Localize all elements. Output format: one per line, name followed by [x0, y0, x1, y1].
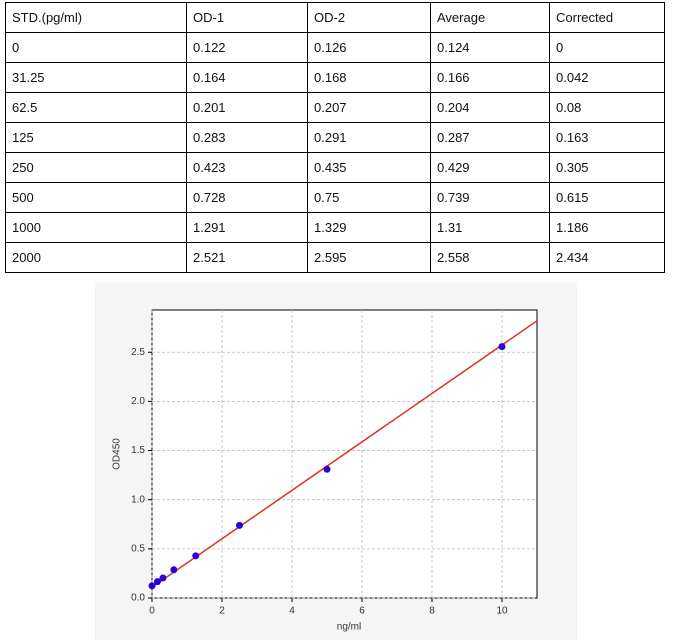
fit-line [151, 320, 538, 588]
table-cell: Average [430, 2, 550, 33]
table-cell: 125 [5, 122, 187, 153]
y-tick-label: 1.0 [131, 494, 145, 505]
y-axis-label: OD450 [112, 438, 123, 470]
data-table: STD.(pg/ml) OD-1 OD-2 Average Corrected 0 0.12… [5, 2, 665, 273]
table-cell: 0.166 [430, 62, 550, 93]
table-cell: 0.042 [549, 62, 665, 93]
data-point [498, 343, 506, 351]
table-cell: 0.204 [430, 92, 550, 123]
data-point [170, 566, 178, 574]
table-header: STD.(pg/ml) OD-1 OD-2 Average Corrected [5, 2, 665, 33]
table-cell: OD-2 [307, 2, 431, 33]
table-cell: 0.08 [549, 92, 665, 123]
chart: ng/ml OD450 0 2 4 6 8 10 0.0 0.5 1.0 1.5 2.0 2.5 [95, 282, 577, 640]
y-tick-label: 2.5 [131, 347, 145, 358]
table-row: 250 0.423 0.435 0.429 0.305 [5, 152, 665, 183]
table-cell: 1000 [5, 212, 187, 243]
table-cell: 0.168 [307, 62, 431, 93]
table-cell: 0.728 [186, 182, 308, 213]
table-cell: 31.25 [5, 62, 187, 93]
table-cell: 0.287 [430, 122, 550, 153]
table-cell: 2.521 [186, 242, 308, 273]
table-cell: 0.739 [430, 182, 550, 213]
table-cell: 0.291 [307, 122, 431, 153]
table-cell: 0.423 [186, 152, 308, 183]
table-cell: STD.(pg/ml) [5, 2, 187, 33]
table-cell: 1.31 [430, 212, 550, 243]
x-tick-label: 6 [359, 606, 365, 617]
y-tick-label: 0.5 [131, 543, 145, 554]
table-cell: 0.122 [186, 32, 308, 63]
y-tick-label: 1.5 [131, 445, 145, 456]
table-cell: 0.75 [307, 182, 431, 213]
table-cell: 0.164 [186, 62, 308, 93]
table-cell: 250 [5, 152, 187, 183]
data-point [153, 578, 161, 586]
table-cell: 2.434 [549, 242, 665, 273]
table-cell: 2000 [5, 242, 187, 273]
table-row: 2000 2.521 2.595 2.558 2.434 [5, 242, 665, 273]
table-cell: 2.558 [430, 242, 550, 273]
x-axis-label: ng/ml [337, 622, 361, 633]
table-cell: 0.615 [549, 182, 665, 213]
table-cell: 1.186 [549, 212, 665, 243]
table-cell: OD-1 [186, 2, 308, 33]
table-cell: 2.595 [307, 242, 431, 273]
table-row: 0 0.122 0.126 0.124 0 [5, 32, 665, 63]
data-point [192, 552, 200, 560]
x-tick-label: 10 [496, 606, 508, 617]
y-tick-label: 2.0 [131, 396, 145, 407]
table-cell: 62.5 [5, 92, 187, 123]
table-cell: 0.126 [307, 32, 431, 63]
table-row: 125 0.283 0.291 0.287 0.163 [5, 122, 665, 153]
data-point [159, 574, 167, 582]
table-row: 31.25 0.164 0.168 0.166 0.042 [5, 62, 665, 93]
table-cell: 0 [549, 32, 665, 63]
data-point [323, 465, 331, 473]
table-row: 500 0.728 0.75 0.739 0.615 [5, 182, 665, 213]
table-cell: 0.124 [430, 32, 550, 63]
table-row: 1000 1.291 1.329 1.31 1.186 [5, 212, 665, 243]
table-cell: 0 [5, 32, 187, 63]
table-cell: 1.329 [307, 212, 431, 243]
table-cell: 0.207 [307, 92, 431, 123]
table-row: 62.5 0.201 0.207 0.204 0.08 [5, 92, 665, 123]
table-cell: 500 [5, 182, 187, 213]
table-cell: 0.435 [307, 152, 431, 183]
x-tick-label: 0 [149, 606, 155, 617]
x-tick-label: 2 [219, 606, 225, 617]
table-cell: 0.429 [430, 152, 550, 183]
table-cell: 0.305 [549, 152, 665, 183]
table-cell: Corrected [549, 2, 665, 33]
table-cell: 0.283 [186, 122, 308, 153]
table-cell: 0.201 [186, 92, 308, 123]
data-point [236, 521, 243, 529]
data-point [148, 582, 156, 590]
y-tick-label: 0.0 [131, 593, 145, 604]
table-cell: 1.291 [186, 212, 308, 243]
x-tick-label: 8 [429, 606, 435, 617]
x-tick-label: 4 [289, 606, 295, 617]
table-cell: 0.163 [549, 122, 665, 153]
